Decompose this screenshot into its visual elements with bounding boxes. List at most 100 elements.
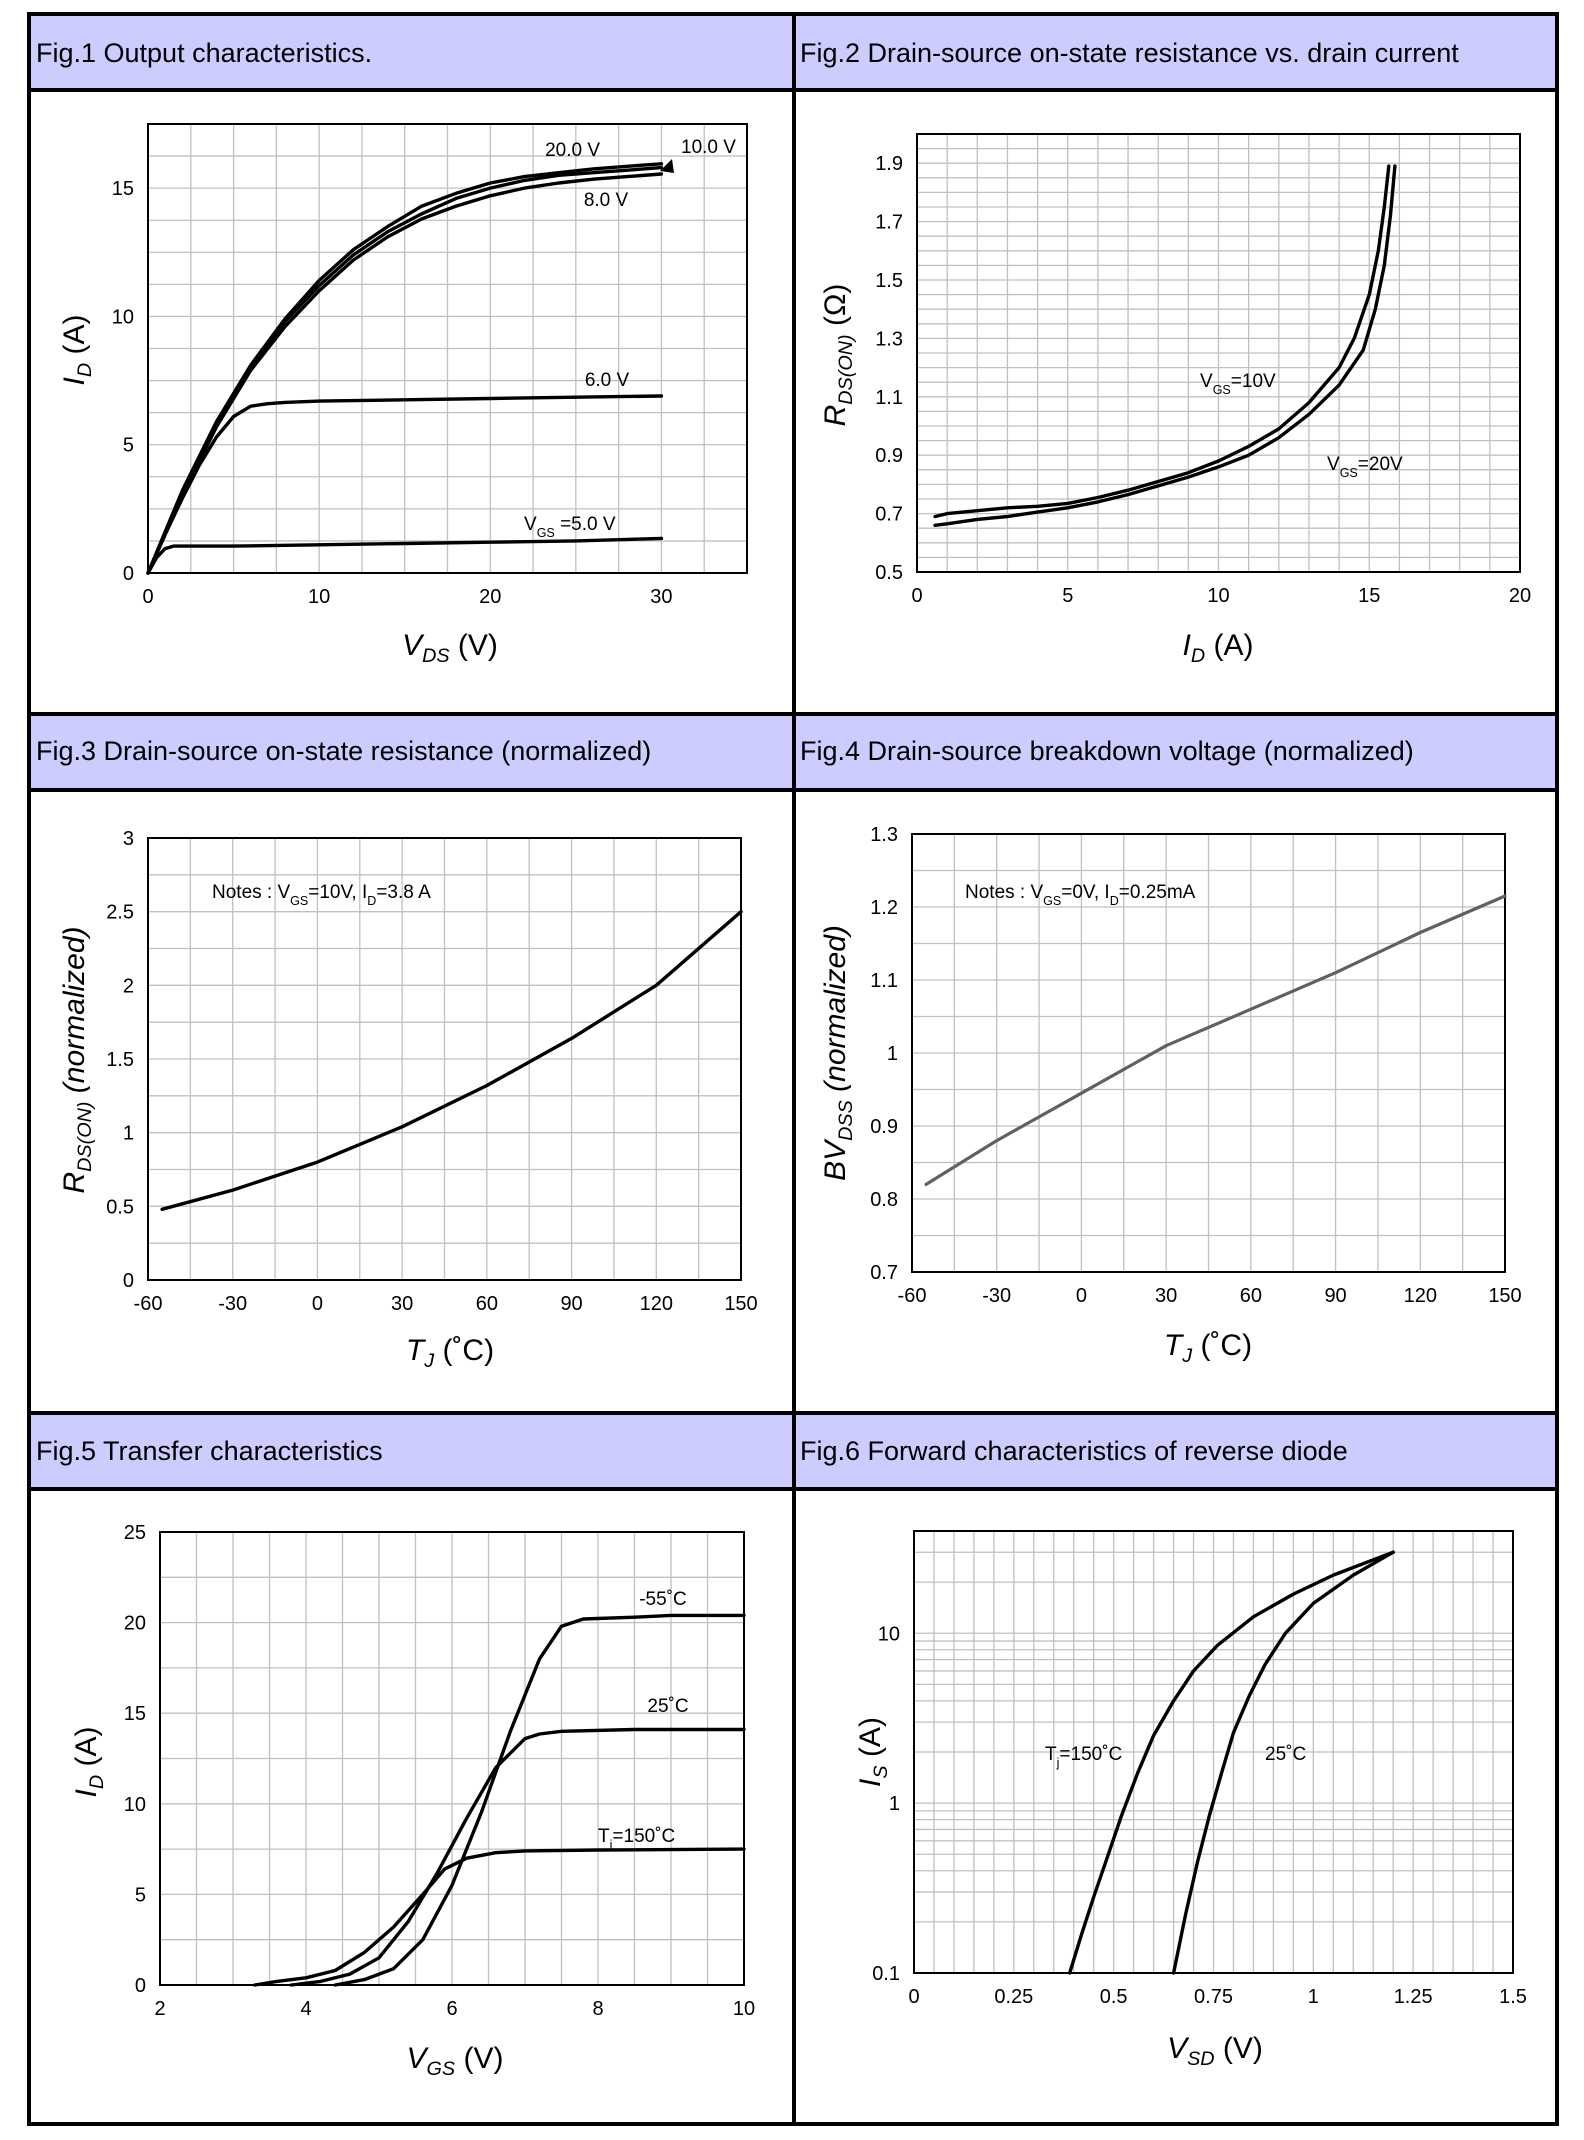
curve-label-part: j (1056, 1756, 1060, 1770)
curve-label: VGS=10V (1200, 371, 1276, 397)
x-tick-label: 0 (908, 1986, 919, 2008)
x-axis-label-part: SD (1187, 2048, 1214, 2070)
notes-text-part: D (1110, 894, 1119, 908)
curve-label-part: T (1045, 1744, 1057, 1765)
y-tick-label: 1.5 (875, 270, 903, 292)
y-tick-label: 5 (123, 435, 134, 457)
curve-label-vgs-part: =5.0 V (555, 514, 616, 535)
y-tick-label: 0.7 (870, 1262, 898, 1284)
curve-label-vgs-part: GS (537, 526, 555, 540)
curve-label-vgs: VGS =5.0 V (524, 514, 616, 540)
y-axis-label-part: DS(ON) (835, 334, 857, 404)
x-tick-label: 60 (1240, 1285, 1262, 1307)
x-tick-label: 0 (142, 586, 153, 608)
curve-label: 10.0 V (681, 137, 736, 158)
x-tick-label: 4 (300, 1998, 311, 2020)
figure-title: Fig.5 Transfer characteristics (36, 1436, 383, 1466)
grid (913, 1530, 1514, 1974)
series-line-1 (933, 164, 1391, 519)
x-tick-label: 15 (1358, 585, 1380, 607)
y-tick-label: 0 (135, 1975, 146, 1997)
x-tick-label: 60 (476, 1293, 498, 1315)
x-tick-label: 120 (640, 1293, 673, 1315)
x-tick-label: 6 (446, 1998, 457, 2020)
notes-text-part: GS (1043, 894, 1061, 908)
y-axis-label: IS (A) (854, 1717, 892, 1787)
x-tick-label: 150 (724, 1293, 757, 1315)
x-axis-label-part: (V) (450, 629, 498, 662)
plot-area-border (159, 1531, 745, 1986)
x-tick-label: 5 (1062, 585, 1073, 607)
x-tick-label: -60 (134, 1293, 163, 1315)
y-tick-label: 1.9 (875, 153, 903, 175)
notes-text-part: GS (290, 894, 308, 908)
x-tick-label: 90 (1324, 1285, 1346, 1307)
x-tick-label: 90 (560, 1293, 582, 1315)
x-tick-label: 20 (479, 586, 501, 608)
y-axis-label: RDS(ON) (Ω) (819, 284, 857, 427)
x-axis-label: VDS (V) (402, 629, 498, 667)
series-line-3 (146, 172, 664, 575)
curve-label-part: j (609, 1838, 613, 1852)
curve-label: 20.0 V (545, 140, 600, 161)
y-tick-label: 0 (123, 563, 134, 585)
fig-header-left (29, 1413, 794, 1489)
notes-text-part: D (367, 894, 376, 908)
notes-text-part: =0.25mA (1119, 882, 1196, 903)
curve-label-part: T (598, 1826, 610, 1847)
y-axis-label-part: (Ω) (819, 284, 852, 335)
curve-label-part: V (1200, 371, 1213, 392)
y-tick-label: 1.3 (870, 824, 898, 846)
y-tick-label: 1.2 (870, 897, 898, 919)
x-tick-label: 0.75 (1194, 1986, 1233, 2008)
fig-header-right (794, 714, 1557, 790)
curve-label-part: =20V (1358, 454, 1403, 475)
notes-text: Notes : VGS=10V, ID=3.8 A (212, 882, 431, 908)
y-tick-label: 0.1 (872, 1963, 900, 1985)
y-axis-label-part: R (58, 1172, 91, 1194)
x-tick-label: 0 (1076, 1285, 1087, 1307)
curve-label: 8.0 V (584, 190, 629, 211)
plot-area-border (916, 133, 1521, 573)
y-tick-label: 0.7 (875, 504, 903, 526)
x-axis-label-part: V (402, 629, 425, 662)
curve-label-part: GS (1340, 466, 1358, 480)
figure-title: Fig.1 Output characteristics. (36, 38, 372, 68)
series-line-4 (146, 394, 664, 575)
y-tick-label: 10 (878, 1623, 900, 1645)
y-axis-label-part: R (819, 405, 852, 427)
y-tick-label: 1.3 (875, 328, 903, 350)
y-axis-label-part: I (70, 1789, 103, 1797)
x-axis-label-part: J (423, 1350, 435, 1372)
curve-label-part: V (1327, 454, 1340, 475)
y-tick-label: 0.9 (870, 1116, 898, 1138)
x-axis-label-part: T (406, 1334, 427, 1367)
curve-label: VGS=20V (1327, 454, 1403, 480)
x-tick-label: 30 (650, 586, 672, 608)
fig-header-right (794, 1413, 1557, 1489)
notes-text-part: =10V, I (308, 882, 367, 903)
y-axis-label: BVDSS (normalized) (819, 925, 857, 1181)
x-axis-label-part: (V) (1215, 2032, 1263, 2065)
x-axis-label-part: T (1164, 1329, 1185, 1362)
x-axis-label: TJ (˚C) (406, 1334, 494, 1372)
chart-fig3: -60 -30 0 30 60 90 120 150 0 0.5 1 1.5 2 2.5 3 TJ (˚C) R… (58, 828, 758, 1372)
x-axis-label-part: GS (427, 2058, 456, 2080)
x-axis-label-part: V (407, 2042, 430, 2075)
x-axis-label-part: (˚C) (434, 1334, 494, 1367)
x-tick-label: 10 (308, 586, 330, 608)
fig-header-left (29, 714, 794, 790)
curve-label: 25˚C (647, 1696, 688, 1717)
y-axis-label-part: (normalized) (819, 925, 852, 1100)
y-axis-label-part: (A) (854, 1717, 887, 1765)
chart-fig2: 0 5 10 15 200.50.70.91.11.31.51.71.9ID (A)RD… (819, 133, 1531, 667)
x-tick-label: 10 (733, 1998, 755, 2020)
y-axis-label-part: I (854, 1779, 887, 1787)
x-tick-label: 0.5 (1100, 1986, 1128, 2008)
curve-label-part: =150˚C (1059, 1744, 1122, 1765)
x-axis-label-part: (˚C) (1192, 1329, 1252, 1362)
y-tick-label: 1 (887, 1043, 898, 1065)
y-axis-label-part: S (870, 1765, 892, 1778)
y-axis-label-part: BV (819, 1138, 852, 1181)
y-tick-label: 0.9 (875, 445, 903, 467)
